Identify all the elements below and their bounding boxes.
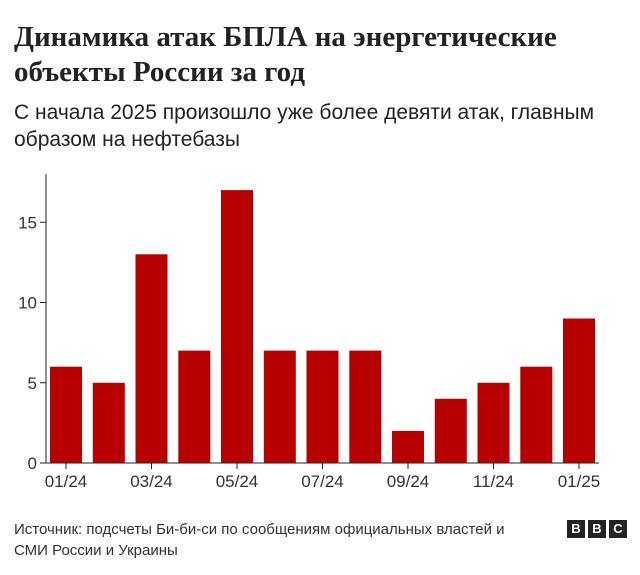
x-tick-label: 01/25 [558, 472, 601, 491]
bbc-logo: B B C [567, 520, 627, 538]
bbc-logo-letter: C [609, 520, 627, 538]
bar-chart: 0 5 10 15 01/24 03/24 05/24 07/24 09/24 11/24 01/2… [18, 174, 601, 491]
chart-subtitle: С начала 2025 произошло уже более девяти… [14, 101, 595, 151]
bbc-logo-letter: B [567, 520, 585, 538]
x-tick-label: 05/24 [216, 472, 259, 491]
bar-12-24 [520, 366, 553, 463]
bar-06-24 [263, 350, 296, 463]
bbc-logo-letter: B [588, 520, 606, 538]
x-tick-label: 09/24 [387, 472, 430, 491]
bar-07-24 [306, 350, 339, 463]
x-tick-label: 11/24 [473, 472, 514, 491]
x-tick-label: 03/24 [130, 472, 173, 491]
bar-01-25 [563, 318, 595, 463]
bar-10-24 [434, 398, 467, 463]
bar-05-24 [221, 190, 253, 463]
bar-08-24 [349, 350, 382, 463]
bar-01-24 [50, 366, 82, 463]
bar-03-24 [135, 254, 168, 463]
y-tick-label: 5 [28, 374, 37, 393]
chart-title: Динамика атак БПЛА на энергетические объ… [14, 21, 557, 88]
y-tick-label: 0 [28, 454, 37, 473]
y-tick-label: 15 [18, 213, 37, 232]
x-tick-label: 01/24 [45, 472, 88, 491]
bar-02-24 [92, 382, 125, 464]
bar-04-24 [178, 350, 211, 463]
bar-11-24 [477, 382, 510, 464]
bar-09-24 [392, 430, 424, 463]
source-note: Источник: подсчеты Би-би-си по сообщения… [14, 521, 505, 559]
y-tick-label: 10 [18, 294, 37, 313]
x-tick-label: 07/24 [301, 472, 344, 491]
